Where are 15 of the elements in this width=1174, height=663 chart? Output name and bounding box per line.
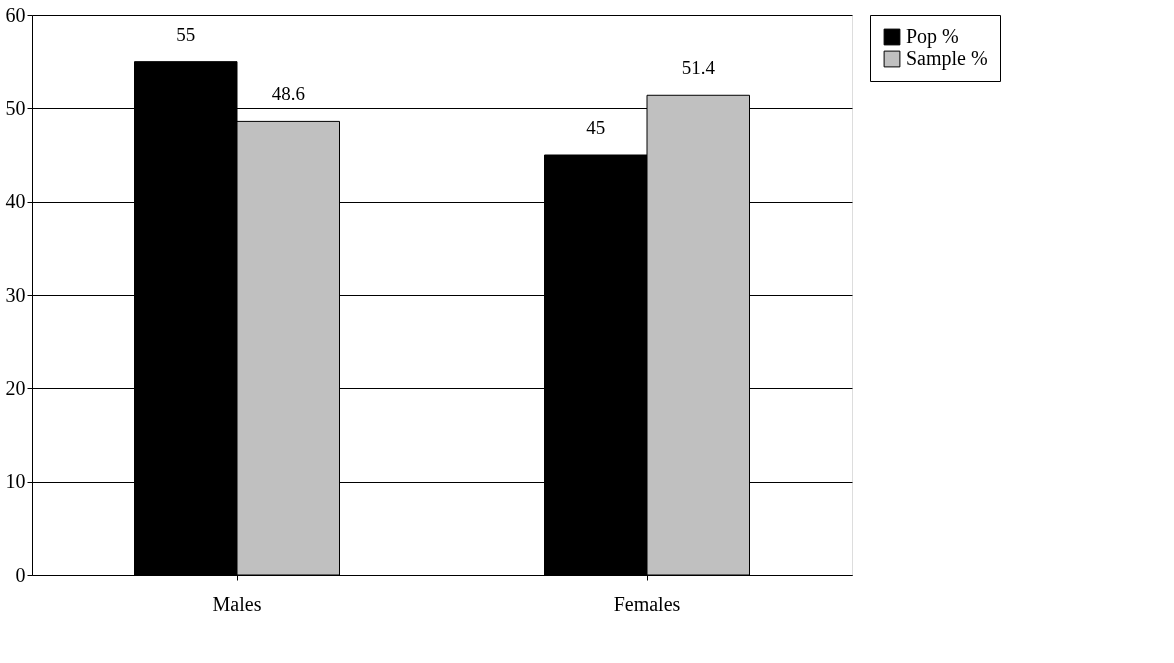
y-tick-label: 40	[5, 190, 26, 213]
data-label: 51.4	[681, 57, 716, 79]
legend-label: Pop %	[906, 25, 959, 48]
x-tick-label: Females	[613, 592, 681, 615]
legend-label: Sample %	[906, 47, 988, 70]
y-tick-label: 50	[5, 96, 26, 119]
data-label: 55	[176, 23, 196, 45]
y-tick-label: 30	[5, 283, 26, 306]
y-tick-label: 20	[5, 376, 26, 399]
data-label: 48.6	[271, 83, 305, 105]
data-label: 45	[586, 117, 606, 138]
x-tick-label: Males	[212, 592, 262, 615]
y-tick-label: 10	[5, 470, 26, 493]
y-tick-label: 60	[5, 3, 26, 26]
y-tick-label: 0	[15, 563, 26, 586]
